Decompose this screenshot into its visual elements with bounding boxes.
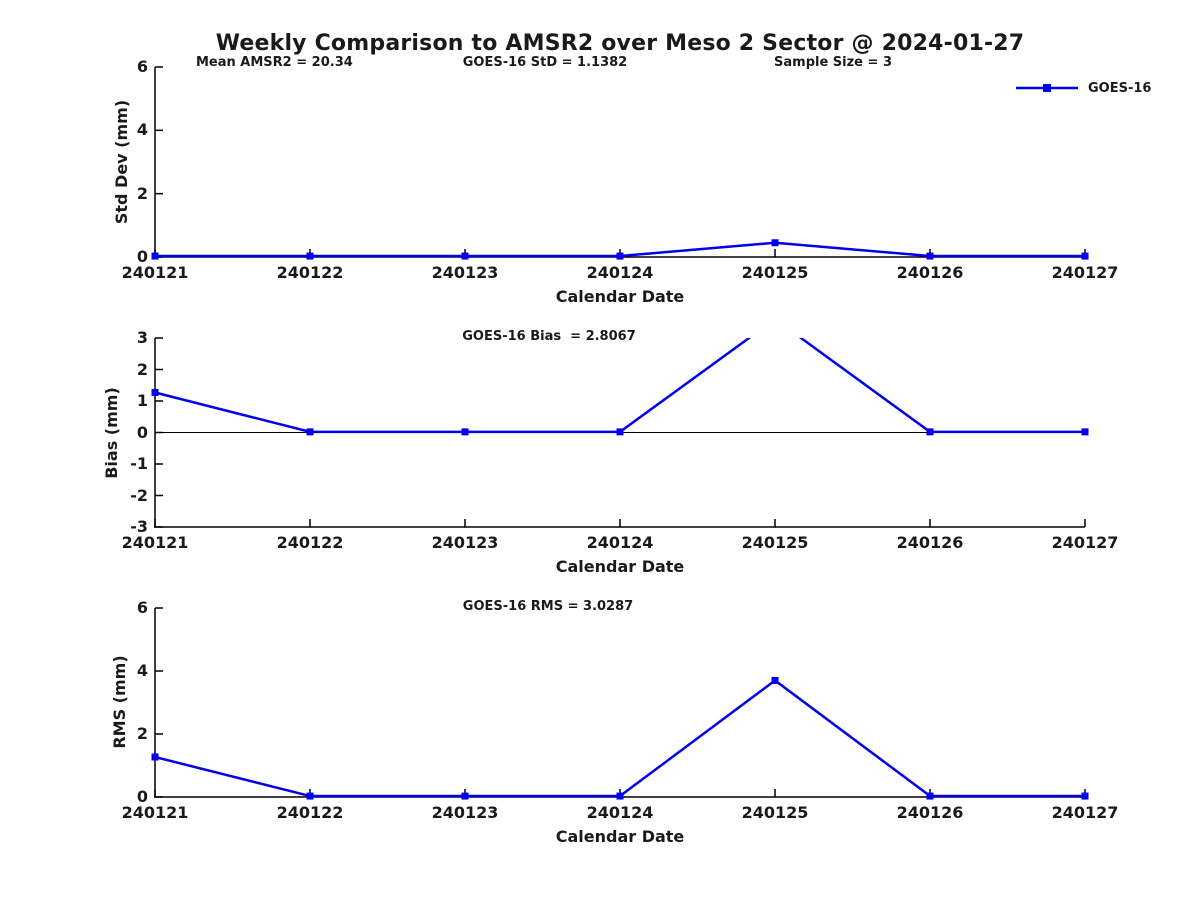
x-tick-label: 240121 — [121, 533, 189, 552]
y-tick-label: 2 — [136, 183, 148, 203]
y-tick-label: 0 — [136, 247, 148, 266]
legend-line-marker-icon — [1016, 84, 1078, 92]
legend-label: GOES-16 — [1088, 80, 1152, 96]
x-tick-label: 240126 — [896, 803, 964, 822]
x-tick-label: 240121 — [121, 803, 189, 822]
y-tick-label: 0 — [136, 422, 148, 442]
x-tick-label: 240123 — [431, 263, 499, 282]
annotation-mean-amsr2: Mean AMSR2 = 20.34 — [196, 55, 353, 70]
legend: GOES-16 — [1015, 78, 1151, 98]
annotation-goes16-rms: GOES-16 RMS = 3.0287 — [462, 599, 634, 614]
xlabel-rms: Calendar Date — [555, 827, 685, 846]
figure-title: Weekly Comparison to AMSR2 over Meso 2 S… — [215, 31, 1025, 56]
x-tick-label: 240125 — [741, 263, 809, 282]
y-tick-label: -1 — [130, 454, 148, 473]
y-tick-label: 2 — [136, 359, 148, 379]
x-tick-label: 240121 — [121, 263, 189, 282]
x-tick-label: 240126 — [896, 533, 964, 552]
y-tick-label: 6 — [136, 57, 148, 76]
x-tick-label: 240127 — [1051, 533, 1119, 552]
x-tick-label: 240122 — [276, 533, 344, 552]
x-tick-label: 240123 — [431, 803, 499, 822]
y-tick-label: 4 — [136, 661, 148, 680]
x-tick-label: 240126 — [896, 263, 964, 282]
x-tick-label: 240124 — [586, 803, 654, 822]
x-tick-label: 240127 — [1051, 263, 1119, 282]
x-tick-label: 240125 — [741, 803, 809, 822]
annotation-goes16-std: GOES-16 StD = 1.1382 — [462, 55, 628, 70]
y-tick-label: 2 — [136, 724, 148, 743]
y-tick-label: 0 — [136, 787, 148, 806]
y-tick-label: 3 — [136, 328, 148, 347]
annotation-goes16-bias: GOES-16 Bias = 2.8067 — [462, 329, 636, 344]
y-tick-label: 4 — [136, 120, 148, 140]
x-tick-label: 240122 — [276, 263, 344, 282]
x-tick-label: 240124 — [586, 533, 654, 552]
x-tick-label: 240125 — [741, 533, 809, 552]
x-tick-label: 240127 — [1051, 803, 1119, 822]
x-tick-label: 240124 — [586, 263, 654, 282]
y-tick-label: 6 — [136, 598, 148, 617]
xlabel-std-dev: Calendar Date — [555, 287, 685, 306]
x-tick-label: 240123 — [431, 533, 499, 552]
x-tick-label: 240122 — [276, 803, 344, 822]
y-tick-label: 1 — [136, 391, 148, 410]
xlabel-bias: Calendar Date — [555, 557, 685, 576]
y-tick-label: -2 — [130, 485, 148, 505]
annotation-sample-size: Sample Size = 3 — [774, 55, 892, 70]
y-tick-label: -3 — [130, 517, 148, 536]
